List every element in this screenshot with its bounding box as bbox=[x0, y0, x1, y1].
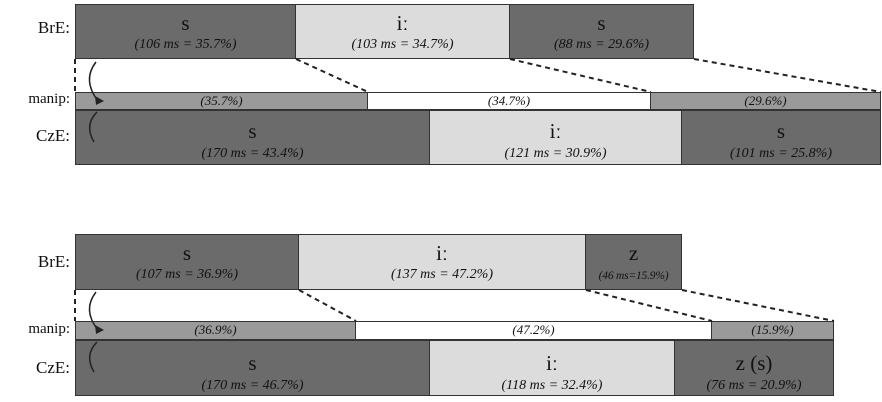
row-label-cze: CzE: bbox=[36, 358, 70, 377]
duration-label: (118 ms = 32.4%) bbox=[501, 378, 603, 393]
manip-segment-2: (34.7%) bbox=[367, 92, 651, 110]
phoneme-label: s bbox=[776, 119, 786, 143]
duration-label: (121 ms = 30.9%) bbox=[504, 146, 607, 161]
manip-segment-2: (47.2%) bbox=[355, 321, 712, 340]
curved-arrow-icon bbox=[88, 61, 99, 102]
arrowhead-icon bbox=[95, 96, 104, 105]
bre-segment-1: s (106 ms = 35.7%) bbox=[75, 4, 296, 59]
phoneme-label: iː bbox=[549, 119, 562, 143]
manip-percent: (34.7%) bbox=[487, 93, 531, 108]
manip-percent: (15.9%) bbox=[751, 322, 794, 337]
dashed-mapping-line bbox=[693, 58, 882, 93]
bre-segment-3: s (88 ms = 29.6%) bbox=[509, 4, 694, 59]
curved-bracket-icon bbox=[88, 341, 98, 373]
dashed-mapping-line bbox=[585, 289, 713, 322]
manip-segment-1: (35.7%) bbox=[75, 92, 368, 110]
duration-label: (170 ms = 43.4%) bbox=[201, 146, 304, 161]
duration-label: (106 ms = 35.7%) bbox=[134, 37, 237, 52]
manip-segment-1: (36.9%) bbox=[75, 321, 356, 340]
cze-segment-1: s (170 ms = 46.7%) bbox=[75, 340, 430, 396]
panel-2: BrE: manip: CzE: s (107 ms = 36.9%) iː (… bbox=[0, 232, 882, 402]
row-label-cze: CzE: bbox=[36, 126, 70, 145]
duration-label: (103 ms = 34.7%) bbox=[351, 37, 454, 52]
dashed-mapping-line bbox=[298, 289, 357, 322]
dashed-mapping-line bbox=[295, 58, 369, 93]
phoneme-label: s bbox=[597, 11, 606, 35]
manip-segment-3: (15.9%) bbox=[711, 321, 834, 340]
bre-segment-2: iː (137 ms = 47.2%) bbox=[298, 234, 586, 290]
bre-segment-3: z (46 ms=15.9%) bbox=[585, 234, 682, 290]
curved-arrow-icon bbox=[88, 291, 99, 331]
phoneme-label: s bbox=[181, 11, 190, 35]
row-label-bre: BrE: bbox=[37, 252, 70, 271]
duration-label: (76 ms = 20.9%) bbox=[706, 378, 802, 393]
duration-label: (46 ms=15.9%) bbox=[598, 270, 669, 282]
duration-label: (170 ms = 46.7%) bbox=[201, 378, 304, 393]
bre-segment-2: iː (103 ms = 34.7%) bbox=[295, 4, 510, 59]
duration-label: (101 ms = 25.8%) bbox=[730, 146, 832, 161]
phoneme-label: z (s) bbox=[735, 351, 773, 375]
mapping-lines bbox=[74, 58, 882, 143]
cze-segment-1: s (170 ms = 43.4%) bbox=[75, 110, 430, 165]
phoneme-label: iː bbox=[436, 241, 448, 265]
phoneme-label: s bbox=[248, 119, 257, 143]
phoneme-label: z bbox=[628, 241, 639, 265]
row-label-manip: manip: bbox=[28, 91, 70, 107]
phoneme-label: s bbox=[182, 241, 192, 265]
duration-label: (137 ms = 47.2%) bbox=[391, 267, 493, 282]
manip-percent: (47.2%) bbox=[512, 322, 555, 337]
dashed-mapping-line bbox=[509, 58, 652, 93]
manip-percent: (36.9%) bbox=[194, 322, 237, 337]
cze-segment-3: z (s) (76 ms = 20.9%) bbox=[674, 340, 834, 396]
cze-segment-3: s (101 ms = 25.8%) bbox=[681, 110, 881, 165]
phoneme-label: s bbox=[248, 351, 257, 375]
manip-percent: (29.6%) bbox=[744, 93, 787, 108]
manip-percent: (35.7%) bbox=[200, 93, 243, 108]
duration-label: (107 ms = 36.9%) bbox=[136, 267, 238, 282]
duration-label: (88 ms = 29.6%) bbox=[554, 37, 649, 52]
phoneme-label: iː bbox=[396, 11, 409, 35]
bre-segment-1: s (107 ms = 36.9%) bbox=[75, 234, 299, 290]
curved-bracket-icon bbox=[88, 111, 98, 143]
mapping-lines bbox=[74, 289, 835, 373]
arrowhead-icon bbox=[95, 325, 104, 334]
panel-1: BrE: manip: CzE: s (106 ms = 35.7%) iː (… bbox=[0, 0, 882, 170]
manip-segment-3: (29.6%) bbox=[650, 92, 881, 110]
cze-segment-2: iː (121 ms = 30.9%) bbox=[429, 110, 682, 165]
dashed-mapping-line bbox=[681, 289, 835, 322]
phoneme-label: iː bbox=[546, 351, 558, 375]
row-label-bre: BrE: bbox=[37, 18, 70, 37]
row-label-manip: manip: bbox=[28, 321, 70, 337]
